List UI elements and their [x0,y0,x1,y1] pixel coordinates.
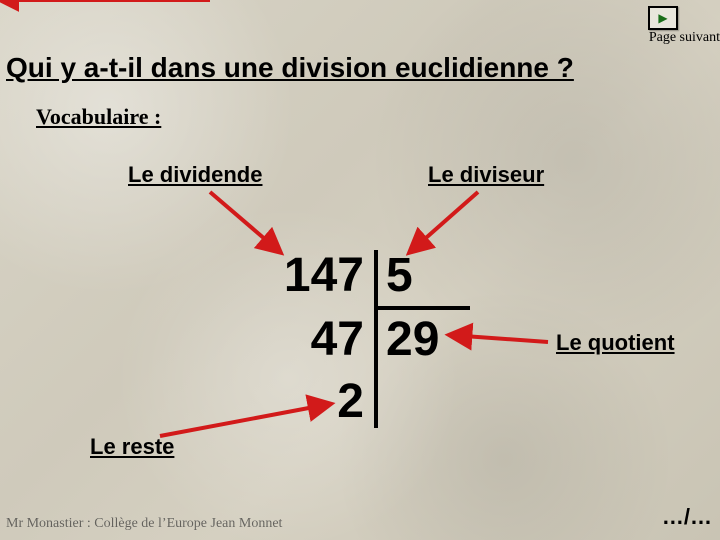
value-divisor: 5 [386,248,466,303]
label-dividende: Le dividende [128,162,262,188]
value-quotient: 29 [386,312,466,367]
value-step: 47 [244,312,364,367]
arrow-dividende [210,192,280,252]
vocab-heading: Vocabulaire : [36,104,161,130]
slide-page: ▶ Page suivant Qui y a-t-il dans une div… [0,0,720,540]
value-remainder: 2 [244,374,364,429]
value-dividend: 147 [244,248,364,303]
division-vertical-line [374,250,378,428]
division-diagram: 147 47 2 5 29 [244,248,504,428]
label-diviseur: Le diviseur [428,162,544,188]
next-icon: ▶ [658,11,667,26]
page-title: Qui y a-t-il dans une division euclidien… [6,52,574,84]
next-page-button[interactable]: ▶ [648,6,678,30]
division-horizontal-line [374,306,470,310]
footer-continuation: …/… [662,504,712,530]
next-page-label: Page suivant [630,30,720,46]
label-reste: Le reste [90,434,174,460]
arrow-diviseur [410,192,478,252]
label-quotient: Le quotient [556,330,675,356]
footer-credit: Mr Monastier : Collège de l’Europe Jean … [6,516,282,532]
